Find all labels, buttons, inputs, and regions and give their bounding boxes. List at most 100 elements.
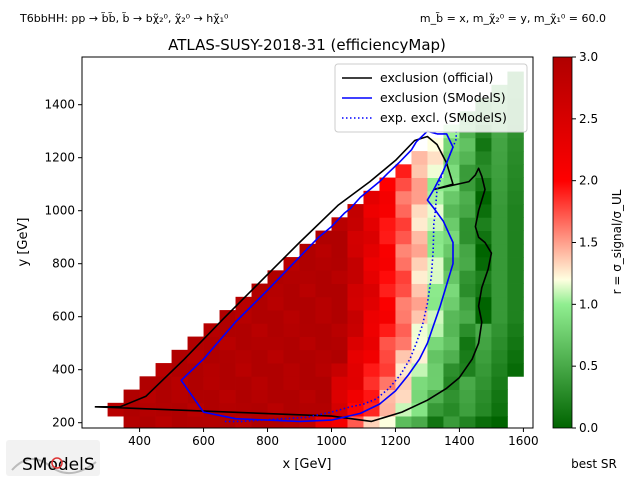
heatmap-cell-245 bbox=[411, 270, 428, 284]
heatmap-cell-192 bbox=[379, 310, 396, 324]
heatmap-cell-327 bbox=[379, 177, 396, 192]
heatmap-cell-20 bbox=[443, 416, 460, 428]
heatmap-cell-154 bbox=[395, 336, 412, 351]
colorbar-ticks: 0.0 0.5 1.0 1.5 2.0 2.5 3.0 bbox=[572, 50, 598, 435]
heatmap-cell-46 bbox=[459, 402, 476, 417]
heatmap-cell-312 bbox=[443, 204, 460, 218]
heatmap-cell-322 bbox=[443, 190, 460, 205]
heatmap-cell-88 bbox=[379, 376, 396, 390]
heatmap-cell-131 bbox=[363, 349, 380, 364]
heatmap-cell-37 bbox=[315, 402, 332, 417]
heatmap-cell-0 bbox=[123, 416, 140, 428]
heatmap-cell-113 bbox=[427, 363, 444, 377]
heatmap-cell-316 bbox=[507, 204, 524, 218]
x-tick-label: 1400 bbox=[444, 434, 475, 448]
heatmap-cell-290 bbox=[459, 230, 476, 245]
heatmap-cell-32 bbox=[235, 402, 252, 417]
heatmap-cell-247 bbox=[443, 270, 460, 284]
heatmap-cell-351 bbox=[427, 137, 444, 152]
legend-entry-smodels: exclusion (SModelS) bbox=[380, 90, 506, 105]
heatmap-cell-216 bbox=[475, 296, 492, 311]
heatmap-cell-250 bbox=[491, 270, 508, 284]
y-tick-label: 1200 bbox=[44, 151, 75, 165]
heatmap-cell-185 bbox=[267, 310, 284, 324]
heatmap-cell-83 bbox=[299, 376, 316, 390]
heatmap-cell-62 bbox=[331, 389, 348, 404]
heatmap-cell-183 bbox=[235, 310, 252, 324]
heatmap-cell-109 bbox=[363, 363, 380, 377]
heatmap-cell-158 bbox=[459, 336, 476, 351]
heatmap-cell-298 bbox=[395, 217, 412, 231]
plot-frame bbox=[81, 56, 534, 429]
heatmap-cell-199 bbox=[491, 310, 508, 324]
x-tick-label: 600 bbox=[192, 434, 215, 448]
heatmap-cell-350 bbox=[507, 151, 524, 165]
y-tick-label: 600 bbox=[52, 310, 75, 324]
heatmap-cell-147 bbox=[283, 336, 300, 351]
heatmap-cell-270 bbox=[347, 243, 364, 258]
heatmap-cell-35 bbox=[283, 402, 300, 417]
heatmap-cell-181 bbox=[507, 323, 524, 337]
heatmap-cell-310 bbox=[411, 204, 428, 218]
heatmap-cell-114 bbox=[443, 363, 460, 377]
heatmap-cell-173 bbox=[379, 323, 396, 337]
heatmap-cell-14 bbox=[347, 416, 364, 428]
heatmap-cell-47 bbox=[475, 402, 492, 417]
heatmap-cell-21 bbox=[459, 416, 476, 428]
heatmap-cell-123 bbox=[235, 349, 252, 364]
heatmap-cell-81 bbox=[267, 376, 284, 390]
heatmap-cell-262 bbox=[443, 257, 460, 271]
heatmap-cell-207 bbox=[331, 296, 348, 311]
heatmap-cell-223 bbox=[315, 283, 332, 298]
heatmap-cell-205 bbox=[299, 296, 316, 311]
heatmap-cell-218 bbox=[507, 296, 524, 311]
heatmap-cell-309 bbox=[395, 204, 412, 218]
heatmap-cell-208 bbox=[347, 296, 364, 311]
heatmap-cell-187 bbox=[299, 310, 316, 324]
heatmap-cell-125 bbox=[267, 349, 284, 364]
x-tick-label: 400 bbox=[128, 434, 151, 448]
heatmap-cell-142 bbox=[203, 336, 220, 351]
heatmap-cell-242 bbox=[363, 270, 380, 284]
heatmap-cell-243 bbox=[379, 270, 396, 284]
heatmap-cell-49 bbox=[123, 389, 140, 404]
heatmap-cell-203 bbox=[267, 296, 284, 311]
heatmap-cell-332 bbox=[459, 177, 476, 192]
colorbar bbox=[552, 56, 573, 429]
heatmap-cell-280 bbox=[507, 243, 524, 258]
heatmap-cell-194 bbox=[411, 310, 428, 324]
heatmap-cell-18 bbox=[411, 416, 428, 428]
heatmap-cell-202 bbox=[251, 296, 268, 311]
heatmap-cell-275 bbox=[427, 243, 444, 258]
heatmap-cell-59 bbox=[283, 389, 300, 404]
heatmap-cell-69 bbox=[443, 389, 460, 404]
heatmap-cell-315 bbox=[491, 204, 508, 218]
y-tick-label: 800 bbox=[52, 257, 75, 271]
heatmap-cell-272 bbox=[379, 243, 396, 258]
legend-entry-official: exclusion (official) bbox=[380, 70, 493, 85]
heatmap-cell-271 bbox=[363, 243, 380, 258]
heatmap-cell-226 bbox=[363, 283, 380, 298]
heatmap-cell-118 bbox=[507, 363, 524, 377]
heatmap-cell-165 bbox=[251, 323, 268, 337]
heatmap-cell-343 bbox=[507, 164, 524, 178]
heatmap-cell-282 bbox=[331, 230, 348, 245]
y-tick-label: 1400 bbox=[44, 98, 75, 112]
heatmap-cell-329 bbox=[411, 177, 428, 192]
heatmap-cell-254 bbox=[315, 257, 332, 271]
heatmap-cell-231 bbox=[443, 283, 460, 298]
heatmap-cell-60 bbox=[299, 389, 316, 404]
heatmap-cell-188 bbox=[315, 310, 332, 324]
heatmap-cell-289 bbox=[443, 230, 460, 245]
legend-entry-expected: exp. excl. (SModelS) bbox=[380, 110, 507, 125]
heatmap-cell-95 bbox=[491, 376, 508, 390]
heatmap-cell-345 bbox=[427, 151, 444, 165]
heatmap-cell-295 bbox=[347, 217, 364, 231]
heatmap-cell-197 bbox=[459, 310, 476, 324]
colorbar-tick-label: 0.0 bbox=[579, 421, 598, 435]
heatmap-cell-211 bbox=[395, 296, 412, 311]
heatmap-cell-61 bbox=[315, 389, 332, 404]
heatmap-cell-184 bbox=[251, 310, 268, 324]
heatmap-cell-198 bbox=[475, 310, 492, 324]
heatmap-cell-302 bbox=[459, 217, 476, 231]
